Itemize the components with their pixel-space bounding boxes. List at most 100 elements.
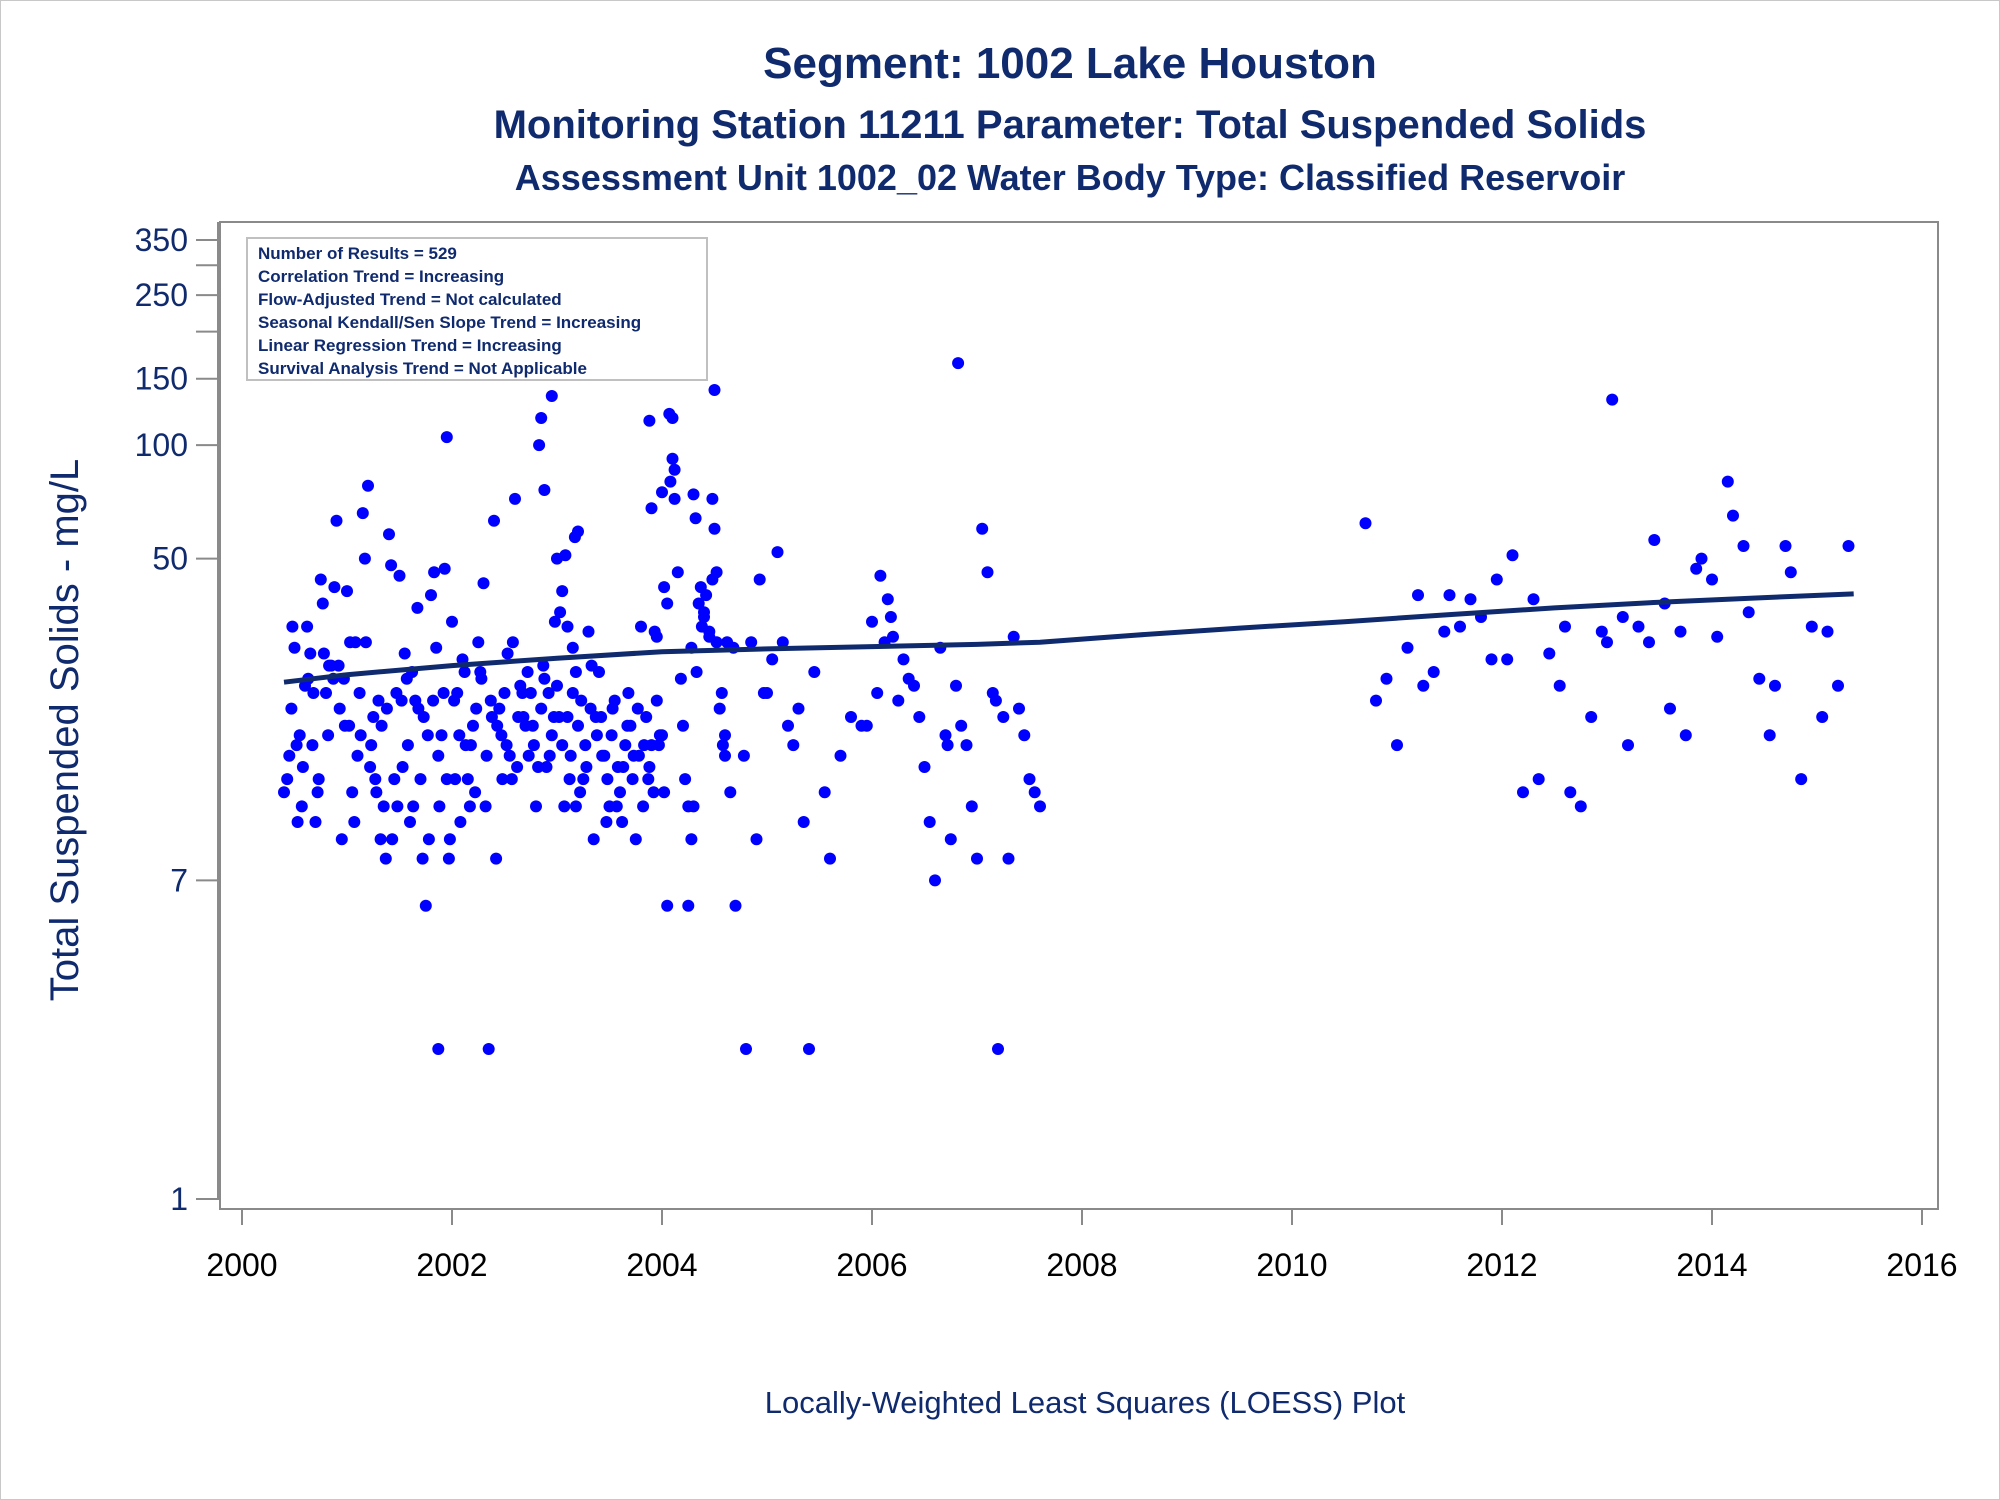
data-point <box>871 687 884 699</box>
data-point <box>661 899 674 912</box>
data-point <box>484 694 497 707</box>
data-point <box>509 492 521 505</box>
data-point <box>650 694 663 707</box>
data-point <box>913 711 926 723</box>
x-tick-label: 2012 <box>1466 1247 1537 1283</box>
data-point <box>479 800 492 813</box>
data-point <box>643 761 656 773</box>
data-point <box>643 414 656 427</box>
data-point <box>952 357 965 370</box>
data-point <box>477 577 490 590</box>
data-point <box>1643 636 1655 649</box>
data-point <box>293 729 306 742</box>
data-point <box>776 636 789 649</box>
data-point <box>1842 540 1855 552</box>
data-point <box>685 833 698 846</box>
data-point <box>1532 773 1545 786</box>
data-point <box>527 739 540 752</box>
data-point <box>351 749 364 762</box>
data-point <box>679 773 692 786</box>
data-point <box>543 749 556 762</box>
data-point <box>485 711 498 723</box>
data-point <box>1664 702 1676 715</box>
data-point <box>579 739 592 752</box>
data-point <box>569 666 582 678</box>
data-point <box>1706 573 1718 586</box>
stats-line: Seasonal Kendall/Sen Slope Trend = Incre… <box>258 313 641 332</box>
data-point <box>745 636 758 649</box>
data-point <box>344 636 357 649</box>
data-point <box>1595 625 1608 638</box>
data-point <box>897 653 910 666</box>
data-point <box>687 800 700 813</box>
data-point <box>421 729 434 742</box>
data-point <box>506 636 519 649</box>
data-point <box>918 761 931 773</box>
data-point <box>370 786 383 799</box>
data-point <box>459 739 472 752</box>
y-tick-label: 150 <box>135 361 188 397</box>
data-point <box>401 739 414 752</box>
data-point <box>463 800 476 813</box>
data-point <box>1616 611 1629 623</box>
data-point <box>530 800 542 813</box>
data-point <box>647 786 660 799</box>
stats-line: Linear Regression Trend = Increasing <box>258 336 562 355</box>
data-point <box>874 569 887 582</box>
data-point <box>367 711 380 723</box>
data-point <box>419 899 432 912</box>
data-point <box>309 816 322 828</box>
data-point <box>698 611 710 623</box>
data-point <box>411 601 424 614</box>
y-tick-label: 100 <box>135 427 188 463</box>
data-point <box>354 729 367 742</box>
data-point <box>631 702 644 715</box>
x-tick-label: 2006 <box>836 1247 907 1283</box>
data-point <box>540 761 553 773</box>
data-point <box>558 800 571 813</box>
data-point <box>333 702 346 715</box>
data-point <box>535 702 548 715</box>
data-point <box>824 852 836 865</box>
data-point <box>1574 800 1587 813</box>
data-point <box>574 786 587 799</box>
data-point <box>658 786 671 799</box>
data-point <box>1380 672 1393 685</box>
data-point <box>652 739 665 752</box>
data-point <box>563 773 576 786</box>
data-point <box>443 833 456 846</box>
data-point <box>596 749 609 762</box>
data-point <box>708 384 721 396</box>
data-point <box>976 522 989 535</box>
data-point <box>710 636 723 649</box>
data-point <box>493 702 506 715</box>
data-point <box>417 711 430 723</box>
data-point <box>425 589 437 602</box>
data-point <box>551 679 563 692</box>
data-point <box>1013 702 1025 715</box>
data-point <box>490 852 503 865</box>
data-point <box>545 729 558 742</box>
data-point <box>404 816 416 828</box>
data-point <box>453 729 466 742</box>
data-point <box>461 773 474 786</box>
data-point <box>1443 589 1456 602</box>
data-point <box>627 749 640 762</box>
data-point <box>358 552 371 565</box>
data-point <box>690 666 703 678</box>
data-point <box>1464 593 1477 606</box>
data-point <box>650 630 663 643</box>
data-point <box>451 687 464 699</box>
data-point <box>430 641 443 654</box>
data-point <box>348 816 361 828</box>
data-point <box>1795 773 1808 786</box>
stats-box-frame <box>246 237 708 381</box>
data-point <box>955 719 968 732</box>
data-point <box>981 566 994 579</box>
data-point <box>1679 729 1692 742</box>
data-point <box>511 761 524 773</box>
data-point <box>547 711 560 723</box>
data-point <box>656 729 668 742</box>
data-point <box>512 711 525 723</box>
data-point <box>668 463 681 476</box>
